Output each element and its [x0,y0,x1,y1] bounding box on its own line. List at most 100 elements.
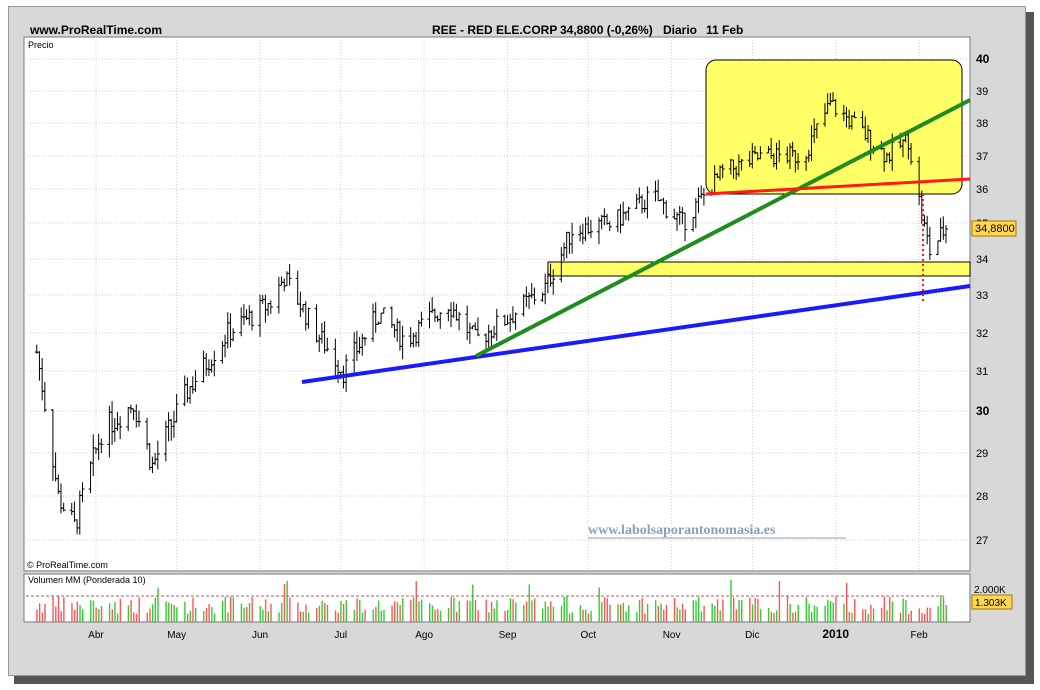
volume-bar [541,608,544,622]
volume-bar [90,600,92,622]
volume-bar [942,597,945,622]
ohlc-bar [701,187,706,206]
volume-bar [703,605,705,622]
volume-bar [326,605,329,622]
volume-bar [568,613,571,622]
volume-bar [738,600,740,622]
volume-bar [622,602,625,622]
volume-bar [133,612,135,622]
volume-bar [601,601,603,622]
date: 11 Feb [706,23,743,37]
volume-bar [455,611,458,622]
volume-bar [130,599,132,622]
volume-bar [246,606,248,622]
ohlc-bar [683,212,688,242]
ohlc-bar [287,263,292,286]
volume-bar [886,610,888,622]
volume-bar [251,597,253,622]
volume-bar [81,609,84,622]
volume-bar [929,607,931,622]
volume-bar [302,611,304,622]
month-label: Oct [580,630,596,641]
price-tick: 37 [976,151,988,163]
volume-bar [921,612,923,622]
volume-bar [617,604,619,622]
volume-avg-label: 1.303K [975,598,1007,609]
volume-bar [872,608,875,622]
volume-bar [359,599,361,622]
volume-bar [560,605,563,622]
volume-bar [211,606,213,622]
volume-bar [910,610,912,622]
volume-bar [380,610,382,622]
volume-bar [248,603,251,622]
volume-bar [880,607,883,622]
month-label: Nov [663,630,681,641]
ohlc-bar [909,143,914,165]
volume-bar [213,613,216,622]
price-tick: 27 [976,535,988,547]
volume-bar [813,605,816,622]
volume-bar [531,600,533,622]
ohlc-bar [344,354,349,393]
ohlc-bar [174,393,179,423]
ohlc-bar [193,369,198,392]
volume-bar [776,610,778,622]
volume-label: Volumen MM (Ponderada 10) [28,575,146,585]
volume-bar [587,613,590,622]
volume-bar [410,599,412,622]
volume-bar [552,606,555,622]
volume-bar [372,609,374,622]
volume-bar [889,597,891,622]
volume-bar [224,596,226,622]
volume-bar [364,609,366,622]
volume-bar [843,603,845,622]
volume-bar [851,612,853,622]
volume-bar [337,612,339,622]
month-label: May [167,630,186,641]
volume-bar [100,606,103,622]
volume-bar [509,598,512,622]
volume-bar [767,607,770,622]
volume-bar [606,598,608,622]
volume-bar [571,612,573,622]
volume-bar [870,604,872,622]
volume-bar [334,610,337,622]
volume-bar [770,612,773,622]
volume-bar [808,603,810,622]
volume-bar [566,596,568,622]
volume-bar [585,609,587,622]
volume-bar [356,598,358,622]
volume-bar [695,600,697,622]
volume-bar [420,599,423,622]
volume-bar [92,600,95,622]
volume-bar [229,596,232,622]
volume-bar [496,600,498,622]
volume-bar [434,609,436,622]
volume-bar [918,608,920,622]
volume-bar [636,612,638,622]
volume-bar [114,602,116,622]
ohlc-bar [758,146,763,160]
volume-bar [550,601,552,622]
volume-max-label: 2.000K [974,585,1006,596]
volume-bar [283,583,286,622]
volume-bar [665,604,668,622]
volume-bar [940,595,942,622]
volume-bar [907,613,910,622]
volume-bar [192,597,194,622]
ohlc-bar [475,317,480,337]
volume-bar [151,604,154,622]
ohlc-bar [664,200,669,219]
ohlc-bar [362,337,367,346]
volume-bar [116,613,119,622]
volume-bar [789,603,791,622]
copyright: © ProRealTime.com [27,560,108,570]
ohlc-bar [796,152,801,170]
volume-bar [149,608,151,622]
volume-bar [816,606,818,622]
ohlc-bar [400,325,405,360]
volume-bar [625,611,627,622]
volume-bar [590,610,592,622]
volume-bar [937,606,939,622]
